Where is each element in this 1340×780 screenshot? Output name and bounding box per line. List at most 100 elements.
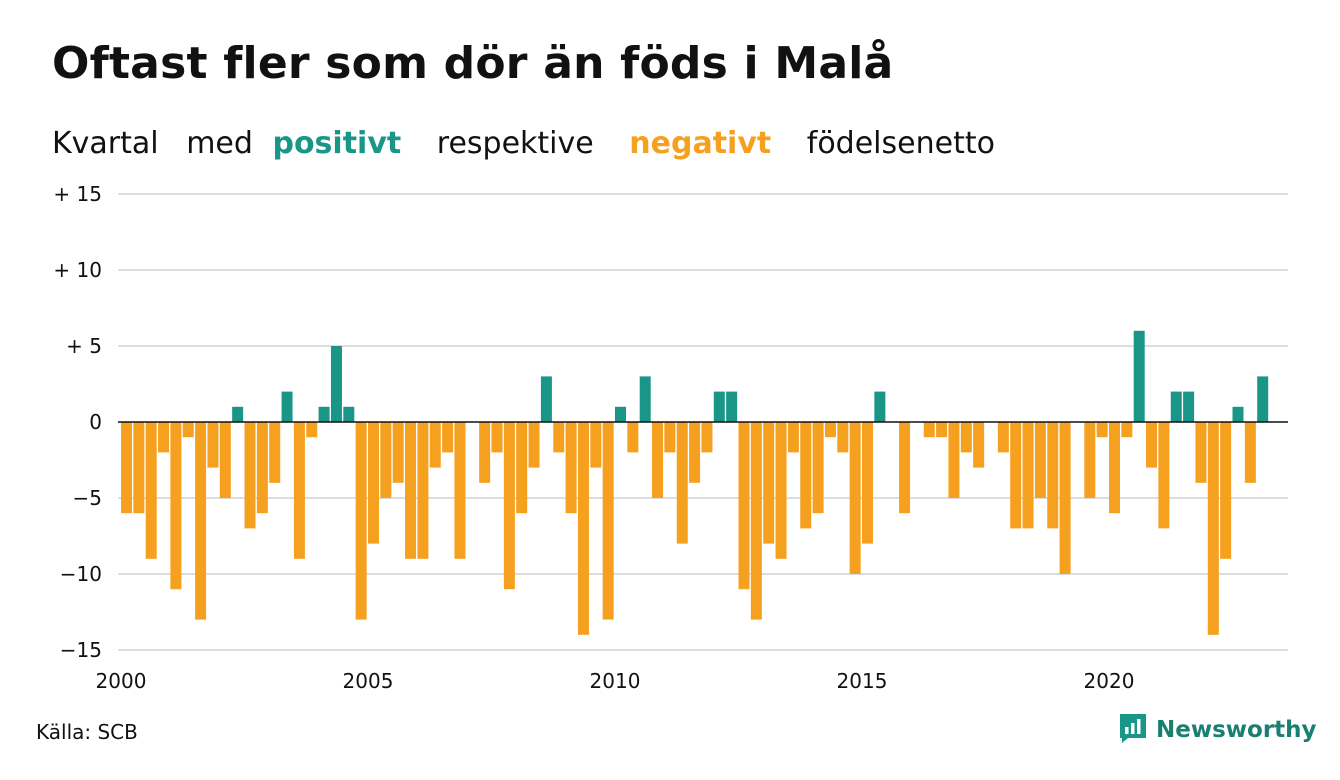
bar-negative: [1059, 422, 1071, 574]
bar-negative: [133, 422, 145, 514]
x-tick-label: 2020: [1084, 669, 1135, 693]
bar-negative: [479, 422, 491, 483]
brand-name: Newsworthy: [1156, 717, 1317, 743]
bar-negative: [219, 422, 231, 498]
bar-negative: [590, 422, 602, 468]
bar-negative: [1121, 422, 1133, 438]
bars-group: [121, 330, 1269, 635]
bar-negative: [997, 422, 1009, 453]
x-tick-label: 2010: [590, 669, 641, 693]
y-tick-label: + 5: [66, 334, 102, 358]
bar-positive: [232, 406, 244, 422]
bar-negative: [429, 422, 441, 468]
bar-negative: [652, 422, 664, 498]
bar-negative: [800, 422, 812, 529]
bar-negative: [824, 422, 836, 438]
bar-negative: [380, 422, 392, 498]
subtitle-part-3: respektive: [436, 126, 594, 161]
bar-negative: [973, 422, 985, 468]
bar-negative: [787, 422, 799, 453]
y-tick-label: + 10: [53, 258, 102, 282]
bar-negative: [1207, 422, 1219, 635]
bar-negative: [1096, 422, 1108, 438]
bar-negative: [553, 422, 565, 453]
bar-negative: [627, 422, 639, 453]
bar-negative: [1010, 422, 1022, 529]
bar-negative: [849, 422, 861, 574]
bar-negative: [121, 422, 132, 514]
bar-negative: [837, 422, 849, 453]
bar-positive: [1232, 406, 1244, 422]
bar-negative: [763, 422, 775, 544]
bar-negative: [689, 422, 701, 483]
subtitle-part-2: med: [186, 126, 253, 161]
bar-negative: [577, 422, 589, 635]
bar-negative: [1084, 422, 1096, 498]
y-tick-label: + 15: [53, 182, 102, 206]
chart-subtitle: Kvartal med positivt respektive negativt…: [52, 126, 1013, 161]
y-tick-label: −5: [73, 486, 102, 510]
bar-negative: [602, 422, 614, 620]
bar-negative: [195, 422, 207, 620]
bar-negative: [750, 422, 762, 620]
bar-negative: [936, 422, 948, 438]
subtitle-part-1: Kvartal: [52, 126, 159, 161]
x-tick-label: 2015: [837, 669, 888, 693]
bar-negative: [948, 422, 960, 498]
bar-positive: [1257, 376, 1269, 422]
bar-positive: [540, 376, 552, 422]
bar-negative: [392, 422, 404, 483]
bar-negative: [676, 422, 688, 544]
bar-negative: [738, 422, 750, 590]
bar-negative: [862, 422, 873, 544]
bar-negative: [182, 422, 194, 438]
y-axis-ticks: + 15 + 10 + 5 0 −5 −10 −15: [53, 182, 102, 662]
bar-negative: [306, 422, 318, 438]
bar-negative: [503, 422, 515, 590]
bar-negative: [1195, 422, 1207, 483]
bar-negative: [775, 422, 787, 559]
bar-negative: [516, 422, 528, 514]
bar-negative: [1034, 422, 1046, 498]
bar-positive: [318, 406, 330, 422]
bar-negative: [269, 422, 281, 483]
bar-negative: [1244, 422, 1256, 483]
bar-negative: [899, 422, 911, 514]
bar-positive: [343, 406, 355, 422]
bar-negative: [812, 422, 824, 514]
bar-negative: [1109, 422, 1120, 514]
subtitle-positive-word: positivt: [272, 126, 402, 161]
bar-positive: [713, 391, 725, 422]
bar-negative: [244, 422, 256, 529]
bar-negative: [293, 422, 305, 559]
bar-negative: [491, 422, 503, 453]
bar-negative: [1158, 422, 1170, 529]
bar-negative: [565, 422, 577, 514]
bar-negative: [664, 422, 676, 453]
bar-positive: [330, 346, 342, 422]
bar-positive: [726, 391, 738, 422]
subtitle-negative-word: negativt: [629, 126, 772, 161]
bar-negative: [1220, 422, 1232, 559]
bar-positive: [615, 406, 626, 422]
bar-negative: [355, 422, 367, 620]
bar-negative: [960, 422, 972, 453]
bar-negative: [170, 422, 182, 590]
bar-negative: [701, 422, 713, 453]
subtitle-part-4: födelsenetto: [806, 126, 995, 161]
bar-negative: [528, 422, 540, 468]
bar-negative: [256, 422, 268, 514]
y-tick-label: 0: [89, 410, 102, 434]
bar-negative: [417, 422, 429, 559]
bar-negative: [1022, 422, 1034, 529]
brand-logo[interactable]: Newsworthy: [1118, 712, 1317, 748]
x-tick-label: 2000: [96, 669, 147, 693]
chart-title: Oftast fler som dör än föds i Malå: [52, 38, 894, 89]
bar-chart-logo-icon: [1118, 712, 1148, 748]
bar-positive: [639, 376, 651, 422]
bar-negative: [158, 422, 170, 453]
bar-negative: [368, 422, 379, 544]
bar-positive: [281, 391, 293, 422]
x-tick-label: 2005: [343, 669, 394, 693]
bar-negative: [405, 422, 417, 559]
